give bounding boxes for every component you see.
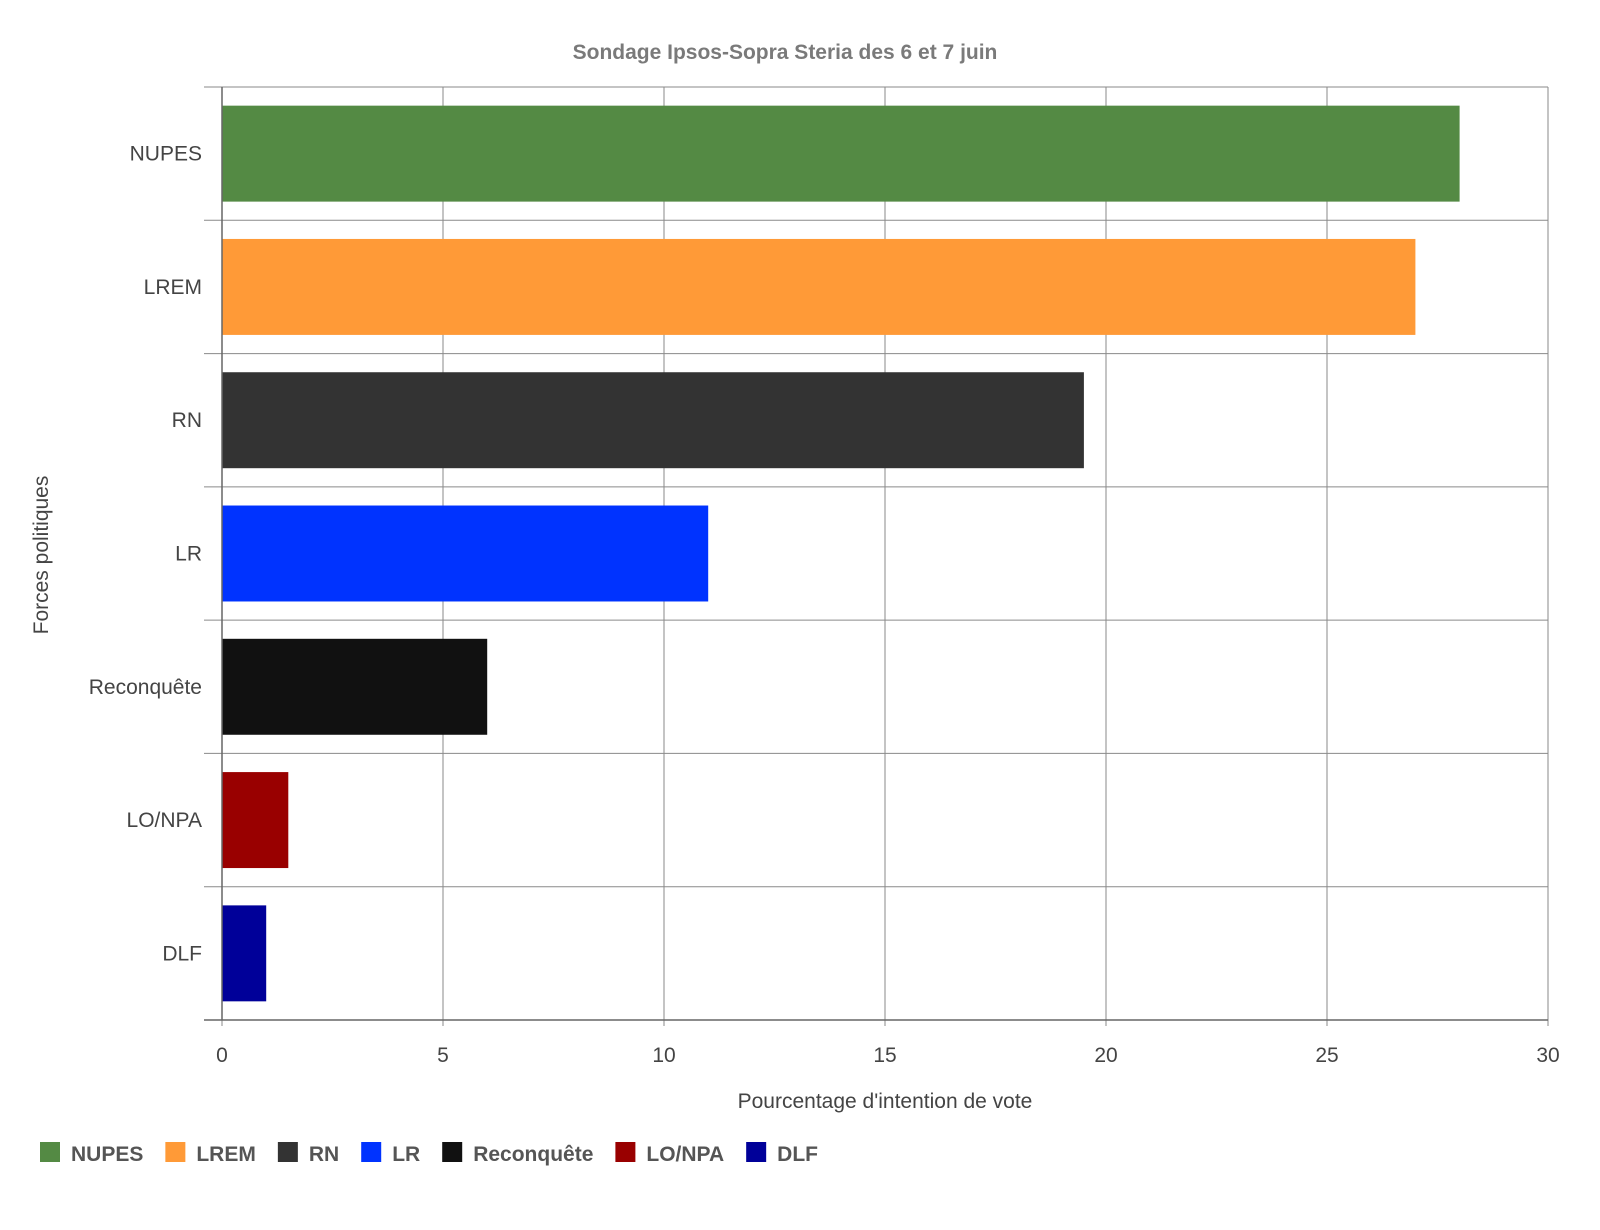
legend: NUPES LREM RN LR Reconquête LO/NPA DLF bbox=[40, 1142, 818, 1166]
legend-label: RN bbox=[309, 1143, 339, 1166]
legend-label: NUPES bbox=[71, 1143, 143, 1166]
x-axis-title: Pourcentage d'intention de vote bbox=[738, 1090, 1033, 1113]
x-tick-label: 0 bbox=[216, 1044, 228, 1067]
category-labels: NUPES LREM RN LR Reconquête LO/NPA DLF bbox=[89, 143, 202, 966]
legend-swatch bbox=[615, 1142, 636, 1162]
legend-swatch bbox=[277, 1142, 298, 1162]
bar bbox=[222, 238, 1416, 335]
bar bbox=[222, 638, 488, 735]
legend-label: LO/NPA bbox=[646, 1143, 724, 1166]
bar bbox=[222, 772, 289, 869]
category-label: LR bbox=[175, 543, 202, 566]
category-label: LREM bbox=[144, 276, 202, 299]
x-tick-label: 30 bbox=[1536, 1044, 1559, 1067]
x-tick-label: 5 bbox=[437, 1044, 449, 1067]
category-label: NUPES bbox=[130, 143, 202, 166]
category-label: DLF bbox=[162, 942, 202, 965]
legend-swatch bbox=[40, 1142, 60, 1162]
x-tick-label: 15 bbox=[873, 1044, 896, 1067]
bar bbox=[222, 505, 709, 602]
legend-label: Reconquête bbox=[473, 1143, 593, 1166]
category-label: Reconquête bbox=[89, 676, 202, 699]
x-tick-labels: 0 5 10 15 20 25 30 bbox=[216, 1044, 1560, 1067]
legend-swatch bbox=[361, 1142, 382, 1162]
chart-title: Sondage Ipsos-Sopra Steria des 6 et 7 ju… bbox=[573, 41, 998, 64]
legend-swatch bbox=[165, 1142, 186, 1162]
bars bbox=[222, 105, 1460, 1002]
y-axis-title: Forces politiques bbox=[30, 476, 53, 635]
bar bbox=[222, 905, 267, 1002]
axes bbox=[204, 87, 1548, 1021]
x-tick-label: 25 bbox=[1315, 1044, 1338, 1067]
x-tick-label: 20 bbox=[1094, 1044, 1117, 1067]
legend-swatch bbox=[442, 1142, 463, 1162]
bar bbox=[222, 105, 1460, 202]
legend-label: LR bbox=[392, 1143, 420, 1166]
x-tick-label: 10 bbox=[652, 1044, 675, 1067]
category-label: RN bbox=[172, 409, 202, 432]
bar bbox=[222, 372, 1084, 469]
legend-swatch bbox=[746, 1142, 767, 1162]
legend-label: DLF bbox=[777, 1143, 818, 1166]
category-label: LO/NPA bbox=[127, 809, 202, 832]
legend-label: LREM bbox=[196, 1143, 256, 1166]
